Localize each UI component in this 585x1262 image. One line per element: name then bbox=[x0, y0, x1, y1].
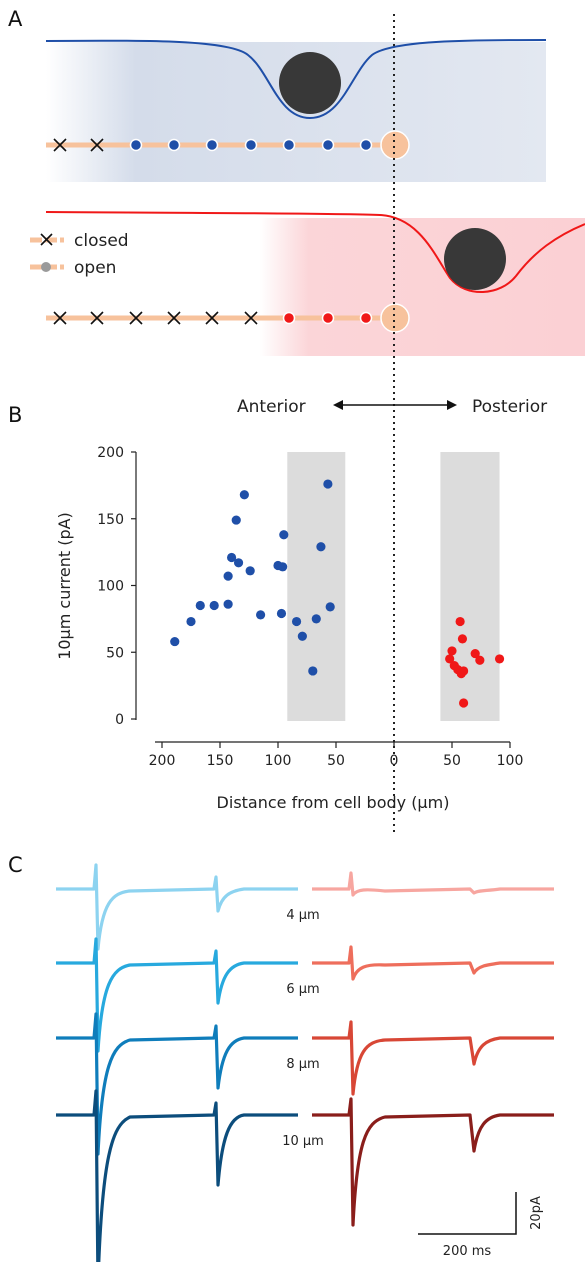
x-tick-label: 0 bbox=[390, 753, 399, 769]
x-tick-label: 50 bbox=[443, 753, 461, 769]
data-points bbox=[170, 479, 505, 708]
open-markers-top bbox=[129, 138, 373, 152]
point-anterior bbox=[227, 552, 237, 563]
schematic-posterior bbox=[45, 211, 585, 356]
x-tick-label: 50 bbox=[327, 753, 345, 769]
trace-distance-label: 4 µm bbox=[286, 908, 319, 923]
open-markers-bottom bbox=[282, 311, 373, 325]
point-anterior bbox=[231, 515, 241, 525]
point-anterior bbox=[170, 636, 180, 647]
point-anterior bbox=[233, 558, 244, 568]
legend: closed open bbox=[30, 231, 129, 278]
trace-anterior-3 bbox=[56, 1012, 298, 1156]
trace-posterior-4 bbox=[312, 1097, 554, 1227]
point-anterior bbox=[297, 631, 307, 641]
point-anterior bbox=[323, 479, 333, 489]
y-ticks: 0 50 100 150 200 bbox=[97, 445, 136, 728]
point-anterior bbox=[256, 610, 266, 620]
point-anterior bbox=[278, 562, 288, 572]
y-tick-label: 200 bbox=[97, 445, 124, 461]
point-anterior bbox=[195, 600, 205, 611]
point-posterior bbox=[445, 654, 455, 664]
point-anterior bbox=[186, 616, 196, 627]
y-axis-title: 10µm current (pA) bbox=[55, 512, 74, 660]
point-anterior bbox=[311, 614, 321, 624]
shade-red bbox=[260, 218, 585, 356]
point-posterior bbox=[457, 634, 468, 644]
anterior-label: Anterior bbox=[237, 397, 306, 417]
panel-c-label: C bbox=[8, 853, 23, 877]
trace-distance-label: 10 µm bbox=[282, 1134, 324, 1149]
panel-b-label: B bbox=[8, 403, 22, 427]
y-tick-label: 100 bbox=[97, 579, 124, 595]
potential-curve-red bbox=[45, 211, 585, 293]
x-tick-label: 100 bbox=[497, 753, 524, 769]
trace-anterior-4 bbox=[56, 1089, 298, 1262]
schematic-anterior bbox=[45, 39, 547, 182]
direction-arrow bbox=[333, 400, 457, 410]
y-tick-label: 0 bbox=[115, 712, 124, 728]
point-posterior bbox=[459, 698, 469, 708]
scatter-plot: 0 50 100 150 200 200 150 100 50 0 50 100 10µm curr… bbox=[55, 445, 523, 812]
point-anterior bbox=[245, 566, 255, 576]
closed-markers-top bbox=[53, 138, 104, 152]
point-anterior bbox=[209, 600, 219, 611]
x-tick-label: 200 bbox=[149, 753, 176, 769]
point-anterior bbox=[279, 530, 289, 540]
shaded-band-1 bbox=[287, 452, 346, 721]
closed-legend-icon bbox=[40, 233, 53, 246]
shaded-band-2 bbox=[440, 452, 500, 721]
point-anterior bbox=[316, 542, 326, 552]
trace-distance-label: 6 µm bbox=[286, 982, 319, 997]
ball-blue bbox=[279, 52, 341, 114]
x-axis-title: Distance from cell body (µm) bbox=[217, 793, 450, 812]
x-ticks: 200 150 100 50 0 50 100 bbox=[149, 742, 524, 769]
point-anterior bbox=[291, 616, 302, 627]
scalebar-time-label: 200 ms bbox=[443, 1244, 492, 1259]
scalebar-amp-label: 20pA bbox=[529, 1196, 544, 1230]
y-tick-label: 50 bbox=[106, 645, 124, 661]
scalebar: 200 ms 20pA bbox=[418, 1192, 544, 1259]
panel-a-label: A bbox=[8, 7, 23, 31]
legend-closed-label: closed bbox=[74, 231, 129, 251]
x-tick-label: 100 bbox=[265, 753, 292, 769]
trace-anterior-1 bbox=[56, 863, 298, 951]
trace-posterior-2 bbox=[312, 945, 554, 981]
trace-posterior-3 bbox=[312, 1020, 554, 1096]
x-tick-label: 150 bbox=[207, 753, 234, 769]
trace-distance-label: 8 µm bbox=[286, 1057, 319, 1072]
point-posterior bbox=[447, 646, 457, 656]
trace-posterior-1 bbox=[312, 871, 554, 897]
shaded-bands bbox=[287, 452, 500, 721]
point-posterior bbox=[475, 655, 485, 665]
closed-markers-bottom bbox=[53, 311, 258, 325]
point-posterior bbox=[470, 648, 480, 659]
point-anterior bbox=[325, 602, 335, 612]
legend-open-label: open bbox=[74, 258, 116, 278]
point-anterior bbox=[223, 599, 233, 609]
point-anterior bbox=[223, 571, 233, 581]
point-anterior bbox=[239, 490, 249, 500]
trace-anterior-2 bbox=[56, 937, 298, 1053]
point-anterior bbox=[276, 608, 287, 619]
posterior-label: Posterior bbox=[472, 397, 547, 417]
potential-curve-blue bbox=[45, 39, 547, 120]
point-posterior bbox=[494, 654, 505, 664]
point-posterior bbox=[455, 616, 465, 627]
current-traces: 4 µm 6 µm 8 µm 10 µm bbox=[56, 863, 554, 1262]
open-legend-icon bbox=[41, 262, 51, 272]
ball-red bbox=[444, 228, 506, 290]
y-tick-label: 150 bbox=[97, 512, 124, 528]
point-anterior bbox=[308, 666, 318, 676]
point-posterior bbox=[459, 666, 469, 676]
